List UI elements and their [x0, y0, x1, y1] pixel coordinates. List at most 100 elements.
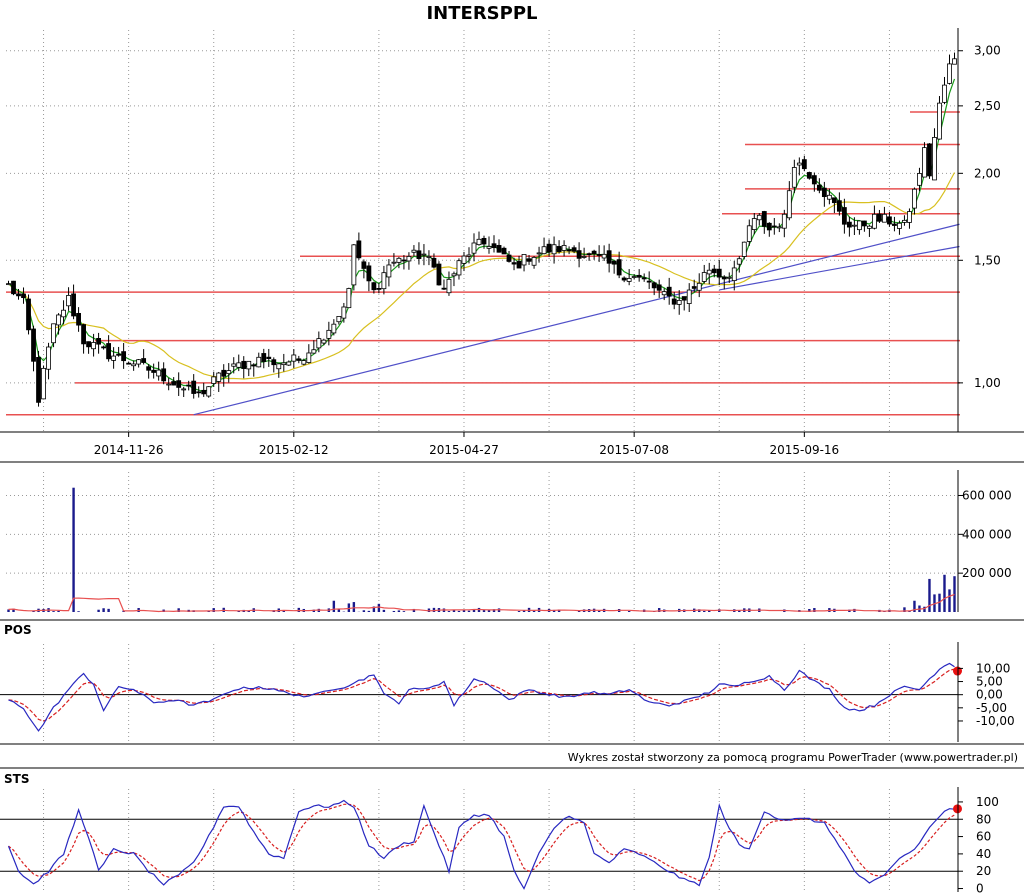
candle-body [942, 84, 947, 103]
candle-body [641, 277, 647, 280]
candle-body [81, 324, 86, 345]
candle-body [56, 314, 61, 326]
volume-bar [52, 611, 55, 612]
candle-body [196, 391, 202, 394]
candle-body [291, 354, 297, 362]
candle-body [851, 224, 857, 227]
volume-bar [487, 609, 491, 612]
candle-body [841, 207, 847, 225]
volume-tick-label: 400 000 [962, 527, 1012, 541]
volume-bar [462, 610, 466, 612]
candle-body [46, 346, 51, 370]
candle-body [756, 214, 762, 221]
candle-body [466, 254, 472, 257]
candle-body [131, 363, 137, 367]
volume-bar [12, 608, 15, 612]
candle-body [496, 245, 502, 253]
volume-bar [948, 589, 951, 612]
volume-bar [177, 608, 180, 612]
candle-body [506, 254, 512, 262]
volume-bar [903, 607, 906, 612]
STS-last-value-marker [952, 804, 962, 814]
x-tick-label: 2015-07-08 [599, 443, 669, 457]
pos-panel [0, 662, 962, 732]
candle-body [927, 143, 932, 177]
candle-body [566, 249, 572, 252]
candle-body [421, 253, 427, 256]
axes: 2014-11-26 2015-02-12 2015-04-27 2015-07-08… [0, 28, 1024, 895]
POS-tick-label: 0,00 [976, 688, 1003, 702]
candle-body [751, 218, 757, 230]
STS-tick-label: 40 [976, 847, 991, 861]
candle-body [907, 211, 912, 223]
volume-bar [808, 608, 811, 612]
candle-body [151, 369, 157, 373]
candle-body [786, 190, 792, 219]
volume-bar [703, 610, 706, 612]
volume-bar [522, 610, 526, 612]
price-tick-label: 3,00 [974, 44, 1001, 58]
candle-body [806, 172, 812, 179]
STS-tick-label: 100 [976, 795, 999, 809]
candle-body [206, 386, 212, 397]
candle-body [436, 263, 442, 286]
candle-body [231, 363, 237, 367]
volume-bar [382, 609, 386, 612]
candle-body [286, 361, 292, 366]
candle-body [146, 366, 152, 371]
volume-bar [482, 610, 486, 612]
candle-body [686, 289, 692, 304]
candle-body [251, 364, 257, 367]
trend-line [193, 223, 960, 416]
price-tick-label: 2,00 [974, 166, 1001, 180]
candle-body [376, 288, 382, 290]
volume-bar [77, 611, 80, 612]
candle-body [351, 244, 357, 286]
candle-body [116, 353, 122, 356]
candle-body [536, 252, 542, 255]
candle-body [781, 213, 787, 229]
candle-body [716, 268, 722, 278]
candle-body [106, 343, 112, 360]
volume-bar [367, 610, 371, 612]
candle-body [211, 376, 217, 384]
candle-body [401, 259, 407, 262]
candle-body [451, 273, 457, 277]
candle-body [371, 282, 377, 291]
candle-body [932, 137, 937, 181]
candle-body [666, 286, 672, 297]
trend-line [719, 245, 960, 291]
candle-body [171, 381, 177, 386]
candle-body [381, 272, 387, 290]
candle-body [21, 293, 26, 299]
candle-body [746, 225, 752, 242]
STS-tick-label: 20 [976, 864, 991, 878]
candle-body [76, 312, 81, 326]
candle-body [726, 276, 732, 279]
volume-panel [7, 487, 956, 613]
volume-bar [708, 609, 711, 612]
candle-body [811, 175, 817, 185]
candle-body [671, 298, 677, 305]
candle-body [301, 360, 307, 365]
volume-bar [57, 610, 60, 612]
volume-bar [928, 578, 931, 612]
candle-body [766, 222, 772, 231]
volume-bar [207, 611, 210, 612]
candle-body [821, 187, 827, 198]
candle-body [201, 389, 207, 395]
candle-body [266, 356, 272, 360]
STS-tick-label: 80 [976, 812, 991, 826]
candle-body [882, 213, 887, 223]
candle-body [676, 299, 682, 305]
POS-signal-line [8, 668, 955, 722]
volume-bar [102, 608, 105, 612]
candle-body [321, 339, 327, 344]
volume-bar [813, 608, 816, 612]
candle-body [761, 211, 767, 227]
candle-body [521, 254, 527, 266]
volume-bar [943, 574, 946, 612]
candle-body [561, 245, 567, 251]
candle-body [261, 353, 267, 362]
candle-body [356, 240, 362, 259]
